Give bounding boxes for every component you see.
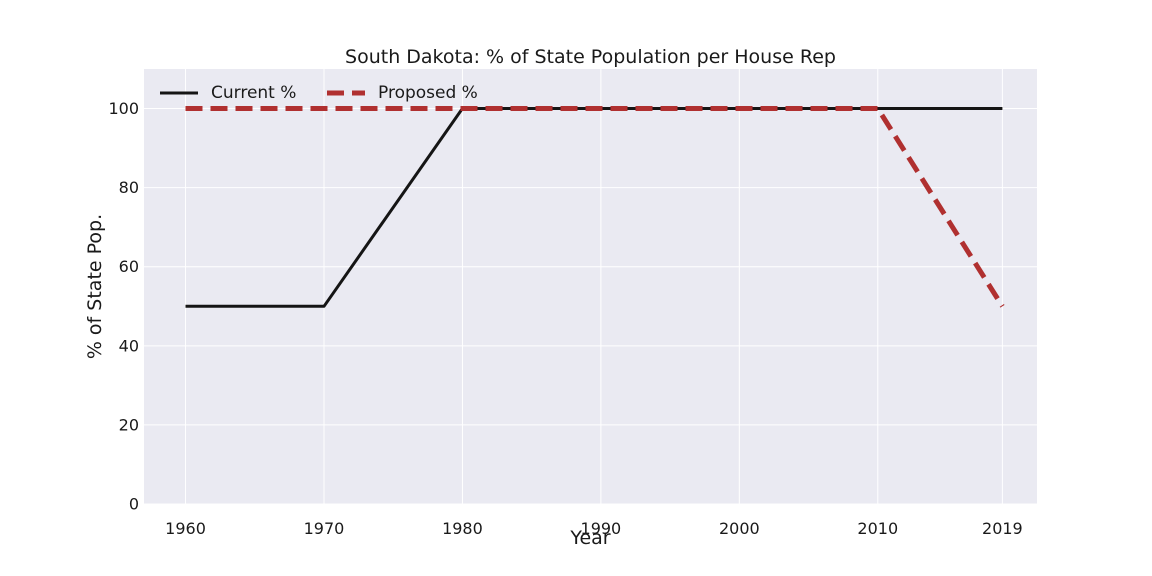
x-tick-label: 2000 (719, 519, 760, 538)
legend-proposed-label: Proposed % (378, 83, 478, 103)
y-tick-label: 100 (108, 99, 139, 118)
x-tick-label: 1970 (304, 519, 345, 538)
x-tick-label: 1960 (165, 519, 206, 538)
series-lines (185, 106, 1005, 308)
x-tick-label: 2019 (982, 519, 1023, 538)
legend-current-label: Current % (211, 83, 296, 103)
chart-title: South Dakota: % of State Population per … (345, 46, 836, 68)
y-tick-label: 20 (119, 415, 139, 434)
y-tick-label: 60 (119, 257, 139, 276)
x-axis-label: Year (569, 527, 610, 549)
y-tick-label: 40 (119, 336, 139, 355)
x-tick-label: 1980 (442, 519, 483, 538)
plot-area (144, 69, 1037, 504)
x-tick-label: 1990 (581, 519, 622, 538)
x-tick-label: 2010 (857, 519, 898, 538)
y-axis-label: % of State Pop. (84, 214, 106, 359)
proposed-series-line (185, 106, 1005, 308)
legend: Current % Proposed % (160, 83, 478, 103)
y-tick-label: 0 (129, 495, 139, 514)
y-tick-label: 80 (119, 178, 139, 197)
tick-labels: 1960 1970 1980 1990 2000 2010 2019 0 20 40 60 80 100 (108, 99, 1022, 538)
